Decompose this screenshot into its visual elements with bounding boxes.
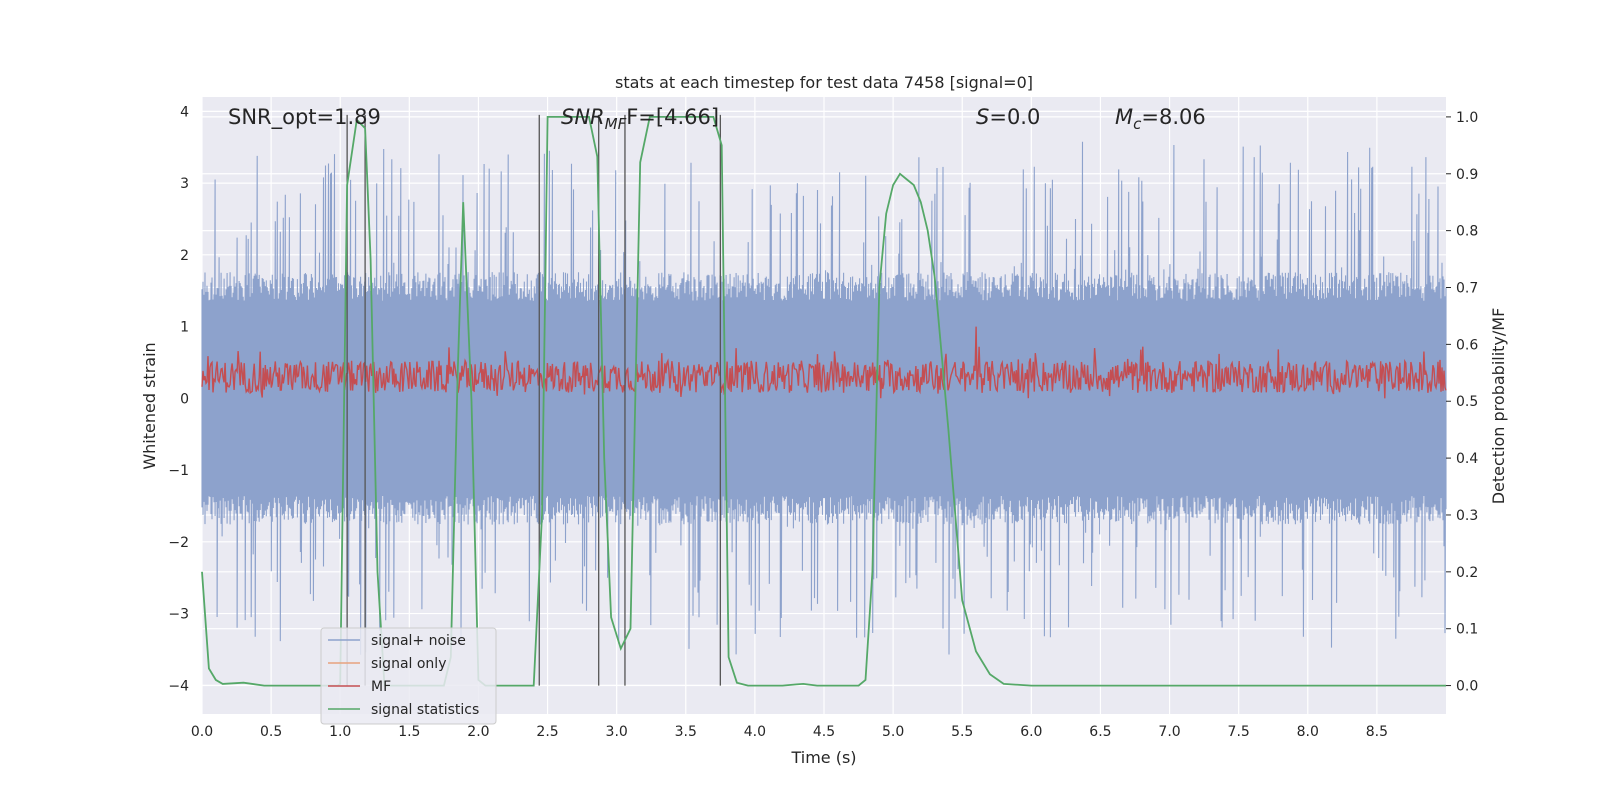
x-tick-label: 3.5 [675,724,697,740]
signal-statistics-line [201,116,1446,687]
y-left-tick-label: −4 [168,678,189,694]
legend-label-signal-statistics: signal statistics [371,702,479,718]
y-left-tick-label: −1 [168,463,189,479]
y-left-tick-label: 3 [180,176,189,192]
legend-label-signal-only: signal only [371,656,446,672]
y-left-axis-label: Whitened strain [140,342,159,469]
signal-noise-line [201,141,1447,655]
plot-area [201,97,1447,714]
annotation-mc-main: M [1115,105,1133,129]
x-tick-labels: 0.0 0.5 1.0 1.5 2.0 2.5 3.0 3.5 4.0 4.5 5.0 5.5 6.0 6… [191,724,1388,740]
signal-noise-series [201,141,1447,655]
mf-series [201,326,1447,399]
x-tick-label: 7.5 [1228,724,1250,740]
y-right-tick-label: 0.6 [1456,337,1478,353]
x-tick-label: 4.5 [813,724,835,740]
annotation-s: S=0.0 [976,105,1040,129]
y-left-tick-label: −3 [168,607,189,623]
annotation-snr-mf-main: SNR [561,105,605,129]
annotation-mc: Mc=8.06 [1115,105,1206,133]
y-left-tick-label: 4 [180,104,189,120]
y-left-tick-labels: 4 3 2 1 0 −1 −2 −3 −4 [168,104,189,694]
annotation-s-rest: =0.0 [989,105,1040,129]
x-tick-label: 2.5 [536,724,558,740]
x-tick-label: 0.5 [260,724,282,740]
legend-label-mf: MF [371,679,391,695]
legend-box [320,627,497,725]
annotation-s-main: S [976,105,989,129]
x-tick-label: 3.0 [606,724,628,740]
y-right-tick-labels: 1.0 0.9 0.8 0.7 0.6 0.5 0.4 0.3 0.2 0.1 0.0 [1446,110,1478,695]
y-right-tick-label: 0.1 [1456,622,1478,638]
x-tick-label: 1.5 [398,724,420,740]
signal-statistics-series [201,116,1446,687]
annotation-mc-sub: c [1133,115,1142,133]
x-tick-label: 8.0 [1297,724,1319,740]
legend-label-signal-noise: signal+ noise [371,633,466,649]
x-tick-label: 5.0 [882,724,904,740]
y-left-tick-label: 1 [180,320,189,336]
y-right-tick-label: 0.3 [1456,508,1478,524]
x-tick-label: 1.0 [329,724,351,740]
x-tick-label: 6.0 [1020,724,1042,740]
y-right-tick-label: 0.4 [1456,451,1478,467]
x-axis-label: Time (s) [790,748,856,767]
x-tick-label: 2.0 [467,724,489,740]
annotation-snr-mf-sub: MF [605,115,627,133]
x-tick-label: 6.5 [1089,724,1111,740]
annotation-snr-opt: SNR_opt=1.89 [228,105,381,130]
x-tick-label: 4.0 [744,724,766,740]
mf-line [201,326,1447,399]
y-right-tick-label: 1.0 [1456,110,1478,126]
y-right-axis-label: Detection probability/MF [1489,308,1508,505]
y-right-tick-label: 0.7 [1456,281,1478,297]
y-left-tick-label: −2 [168,535,189,551]
x-tick-label: 8.5 [1366,724,1388,740]
y-right-tick-label: 0.8 [1456,224,1478,240]
y-left-tick-label: 2 [180,248,189,264]
annotation-snr-mf: SNRMFF=[4.66] [561,105,719,133]
x-tick-label: 5.5 [951,724,973,740]
y-right-tick-label: 0.9 [1456,167,1478,183]
annotation-mc-rest: =8.06 [1141,105,1205,129]
x-tick-label: 0.0 [191,724,213,740]
annotation-snr-mf-rest: F=[4.66] [626,105,719,129]
x-tick-label: 7.0 [1158,724,1180,740]
chart-title: stats at each timestep for test data 745… [615,73,1033,92]
y-right-tick-label: 0.2 [1456,565,1478,581]
y-right-tick-label: 0.0 [1456,679,1478,695]
y-right-tick-label: 0.5 [1456,394,1478,410]
legend: signal+ noise signal only MF signal stat… [320,627,497,725]
y-left-tick-label: 0 [180,391,189,407]
